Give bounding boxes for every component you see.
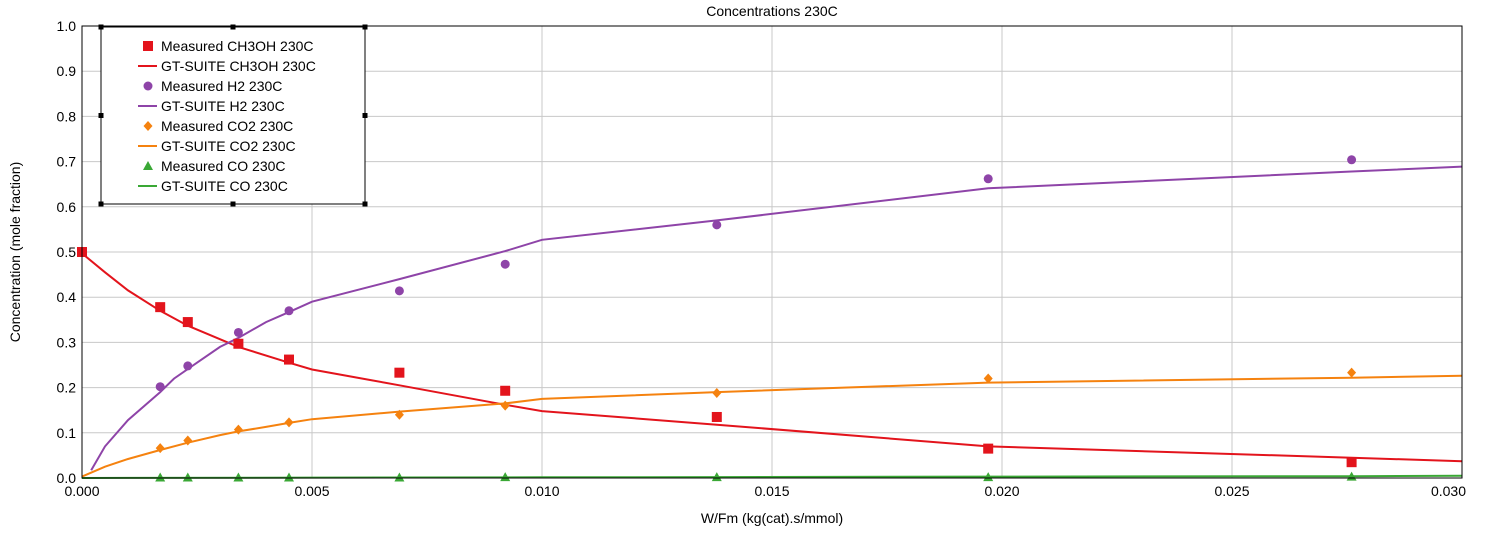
y-tick-label: 0.4	[57, 289, 77, 305]
legend-resize-handle[interactable]	[230, 201, 236, 207]
legend-resize-handle[interactable]	[98, 24, 104, 30]
data-point	[284, 417, 294, 428]
legend-resize-handle[interactable]	[230, 24, 236, 30]
data-point	[394, 286, 404, 296]
data-point	[712, 388, 722, 399]
legend-label: Measured H2 230C	[161, 78, 282, 94]
legend-label: GT-SUITE H2 230C	[161, 98, 285, 114]
x-tick-label: 0.000	[64, 483, 99, 499]
x-tick-label: 0.020	[984, 483, 1019, 499]
data-point	[394, 472, 405, 482]
legend-marker	[143, 121, 153, 131]
legend-resize-handle[interactable]	[362, 113, 368, 118]
data-point	[183, 435, 193, 446]
x-tick-label: 0.025	[1214, 483, 1249, 499]
data-point	[183, 361, 193, 371]
data-point	[233, 327, 243, 337]
series-line	[90, 165, 1463, 471]
data-point	[1347, 367, 1357, 378]
data-point	[155, 443, 165, 454]
legend-resize-handle[interactable]	[362, 201, 368, 207]
tick-labels: 0.000 0.005 0.010 0.015 0.020 0.025 0.030 0.0 0.…	[57, 18, 1467, 499]
data-point	[155, 302, 166, 313]
data-point	[284, 354, 294, 365]
data-point	[1346, 457, 1357, 468]
legend-label: Measured CO2 230C	[161, 118, 293, 134]
legend-resize-handle[interactable]	[362, 24, 368, 30]
legend-label: GT-SUITE CH3OH 230C	[161, 58, 316, 74]
data-point	[983, 373, 993, 384]
data-point	[983, 174, 993, 184]
data-point	[711, 411, 722, 422]
data-point	[500, 472, 511, 482]
legend-marker	[143, 41, 153, 51]
data-point	[233, 338, 244, 349]
x-tick-label: 0.030	[1431, 483, 1466, 499]
data-point	[284, 306, 294, 316]
x-tick-label: 0.015	[754, 483, 789, 499]
y-tick-label: 0.2	[57, 380, 77, 396]
data-point	[182, 472, 193, 482]
x-axis-label: W/Fm (kg(cat).s/mmol)	[701, 510, 843, 526]
legend-marker	[143, 81, 153, 91]
legend-label: Measured CO 230C	[161, 158, 286, 174]
data-point	[500, 259, 510, 269]
y-tick-label: 0.0	[57, 470, 77, 486]
data-point	[983, 472, 994, 482]
data-point	[394, 367, 405, 378]
data-point	[284, 472, 294, 482]
y-tick-label: 0.8	[57, 108, 77, 124]
data-point	[182, 317, 193, 328]
data-point	[155, 472, 166, 482]
chart-title: Concentrations 230C	[706, 3, 838, 19]
legend[interactable]: Measured CH3OH 230C GT-SUITE CH3OH 230C Me…	[98, 24, 368, 207]
data-point	[233, 424, 243, 435]
y-tick-label: 0.1	[57, 425, 77, 441]
data-point	[500, 385, 511, 396]
data-point	[500, 400, 510, 411]
data-point	[155, 382, 165, 392]
legend-resize-handle[interactable]	[98, 201, 104, 207]
data-point	[711, 472, 722, 482]
y-tick-label: 0.7	[57, 154, 77, 170]
y-tick-label: 1.0	[57, 18, 77, 34]
y-tick-label: 0.9	[57, 63, 77, 79]
data-point	[394, 409, 404, 420]
y-tick-label: 0.5	[57, 244, 77, 260]
data-point	[983, 443, 994, 454]
plot-frame	[81, 25, 1463, 479]
legend-label: GT-SUITE CO2 230C	[161, 138, 296, 154]
legend-resize-handle[interactable]	[98, 113, 104, 118]
legend-label: GT-SUITE CO 230C	[161, 178, 288, 194]
data-point	[1347, 155, 1357, 165]
legend-marker	[143, 161, 153, 170]
data-point	[233, 472, 244, 482]
series-line	[81, 252, 1463, 463]
y-tick-label: 0.3	[57, 334, 77, 350]
legend-label: Measured CH3OH 230C	[161, 38, 314, 54]
x-tick-label: 0.005	[294, 483, 329, 499]
data-point	[712, 220, 722, 230]
x-tick-label: 0.010	[524, 483, 559, 499]
y-tick-label: 0.6	[57, 199, 77, 215]
y-axis-label: Concentration (mole fraction)	[7, 162, 23, 343]
